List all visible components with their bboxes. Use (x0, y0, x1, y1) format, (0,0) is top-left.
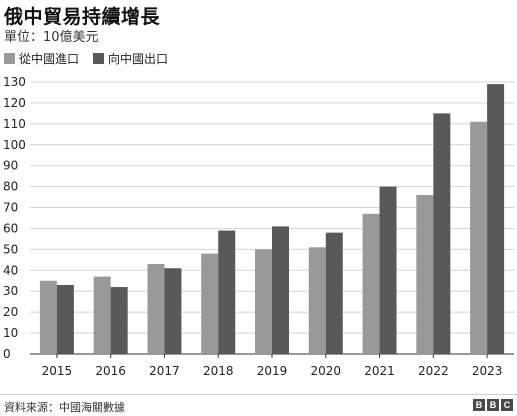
logo-letter: B (487, 399, 499, 411)
bar-import (147, 264, 165, 354)
x-tick-label: 2016 (95, 364, 126, 378)
x-tick-label: 2023 (472, 364, 503, 378)
chart-title: 俄中貿易持續增長 (4, 6, 161, 28)
y-tick-label: 100 (3, 138, 26, 152)
x-tick-label: 2015 (42, 364, 73, 378)
bar-export (218, 230, 236, 354)
bar-export (272, 226, 289, 354)
y-tick-label: 20 (3, 305, 18, 319)
chart-subtitle: 單位：10億美元 (4, 30, 99, 45)
bar-import (93, 276, 111, 354)
y-tick-label: 130 (3, 75, 26, 89)
bar-export (164, 268, 182, 354)
y-tick-label: 0 (3, 347, 11, 361)
legend-label-import: 從中國進口 (19, 52, 80, 66)
legend-item-import: 從中國進口 (4, 50, 79, 67)
legend-swatch-import (4, 53, 15, 64)
y-tick-label: 120 (3, 96, 26, 110)
x-tick-label: 2017 (149, 364, 180, 378)
logo-letter: B (473, 399, 485, 411)
x-tick-label: 2018 (203, 364, 234, 378)
y-tick-label: 90 (3, 159, 18, 173)
x-tick-label: 2021 (364, 364, 395, 378)
x-tick-label: 2022 (418, 364, 449, 378)
y-tick-label: 50 (3, 242, 18, 256)
y-tick-label: 70 (3, 201, 18, 215)
legend-label-export: 向中國出口 (108, 52, 169, 66)
bar-chart: 0 10 20 30 40 50 60 70 80 90 100 110 120 130 2015 2016 2… (3, 75, 514, 378)
logo-letter: C (501, 399, 513, 411)
bar-import (308, 247, 326, 354)
bar-export (110, 287, 128, 354)
bar-export (487, 84, 505, 354)
y-tick-label: 110 (3, 117, 26, 131)
y-tick-label: 80 (3, 180, 18, 194)
bar-import (416, 194, 434, 354)
x-tick-label: 2019 (257, 364, 288, 378)
bar-export (325, 232, 343, 354)
x-tick-label: 2020 (311, 364, 342, 378)
source-note: 資料來源：中國海關數據 (4, 401, 125, 414)
bar-import (362, 213, 380, 354)
footer-divider (0, 394, 517, 395)
bar-export (433, 113, 451, 354)
bar-import (201, 253, 219, 354)
y-tick-label: 30 (3, 284, 18, 298)
y-tick-label: 10 (3, 326, 18, 340)
legend: 從中國進口 向中國出口 (4, 50, 182, 67)
bbc-logo: B B C (471, 399, 513, 411)
bar-import (255, 249, 272, 354)
y-tick-label: 40 (3, 263, 18, 277)
y-tick-label: 60 (3, 221, 18, 235)
legend-item-export: 向中國出口 (93, 50, 168, 67)
bar-export (379, 186, 397, 354)
bar-export (56, 284, 74, 354)
bar-import (470, 121, 488, 354)
bar-import (39, 280, 57, 354)
legend-swatch-export (93, 53, 105, 64)
